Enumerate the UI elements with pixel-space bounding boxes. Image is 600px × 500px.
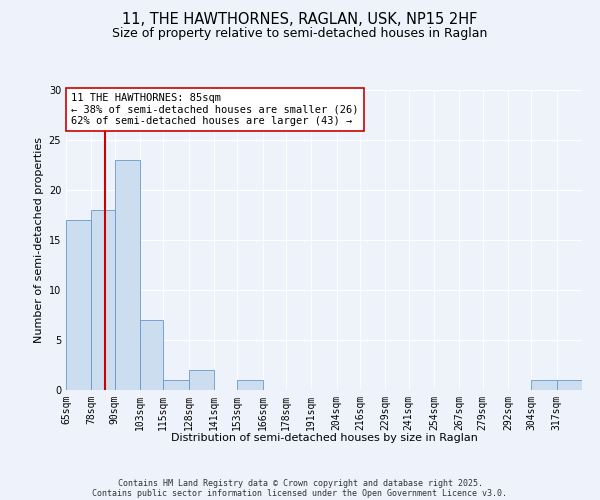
Bar — [532, 380, 557, 390]
Bar — [66, 220, 91, 390]
Y-axis label: Number of semi-detached properties: Number of semi-detached properties — [34, 137, 44, 343]
Bar — [140, 320, 163, 390]
Bar — [91, 210, 115, 390]
X-axis label: Distribution of semi-detached houses by size in Raglan: Distribution of semi-detached houses by … — [170, 433, 478, 443]
Text: Contains public sector information licensed under the Open Government Licence v3: Contains public sector information licen… — [92, 488, 508, 498]
Text: 11, THE HAWTHORNES, RAGLAN, USK, NP15 2HF: 11, THE HAWTHORNES, RAGLAN, USK, NP15 2H… — [122, 12, 478, 28]
Bar — [115, 160, 140, 390]
Bar — [188, 370, 214, 390]
Bar — [163, 380, 188, 390]
Text: Contains HM Land Registry data © Crown copyright and database right 2025.: Contains HM Land Registry data © Crown c… — [118, 478, 482, 488]
Text: Size of property relative to semi-detached houses in Raglan: Size of property relative to semi-detach… — [112, 28, 488, 40]
Bar — [557, 380, 582, 390]
Bar — [238, 380, 263, 390]
Text: 11 THE HAWTHORNES: 85sqm
← 38% of semi-detached houses are smaller (26)
62% of s: 11 THE HAWTHORNES: 85sqm ← 38% of semi-d… — [71, 93, 359, 126]
